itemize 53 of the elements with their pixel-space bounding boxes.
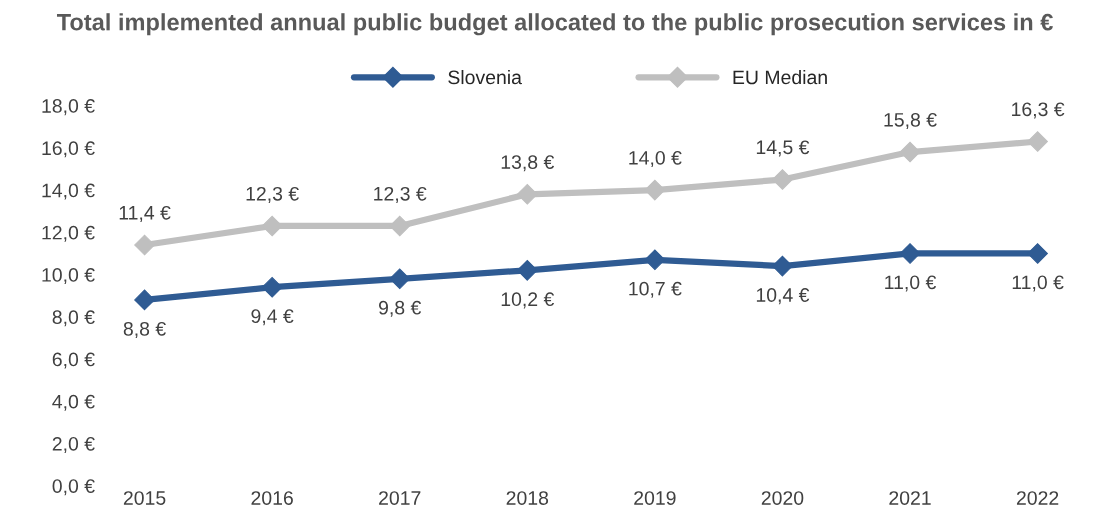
point — [261, 215, 283, 237]
data-label: 13,8 € — [501, 155, 555, 172]
data-label: 10,4 € — [756, 288, 810, 305]
data-label: 11,0 € — [885, 275, 937, 292]
y-tick-label: 0,0 € — [52, 479, 95, 496]
data-label: 14,5 € — [756, 140, 810, 157]
point — [644, 179, 666, 201]
data-label: 11,0 € — [1012, 275, 1064, 292]
data-label: 16,3 € — [1012, 102, 1065, 119]
point — [772, 255, 793, 277]
point — [899, 141, 921, 163]
data-label: 11,4 € — [119, 205, 171, 222]
data-label: 15,8 € — [884, 112, 937, 130]
y-tick-label: 8,0 € — [52, 310, 95, 327]
point — [516, 260, 538, 281]
data-label: 12,3 € — [246, 186, 299, 203]
data-label: 9,4 € — [251, 309, 294, 326]
data-label: 12,3 € — [374, 186, 427, 203]
data-label: 8,8 € — [123, 321, 166, 338]
x-tick-label: 2017 — [379, 491, 421, 505]
y-tick-label: 12,0 € — [42, 225, 95, 242]
x-tick-label: 2021 — [889, 491, 931, 505]
point — [134, 234, 155, 256]
data-label: 9,8 € — [379, 300, 422, 317]
point — [516, 183, 538, 205]
point — [644, 249, 666, 271]
data-label: 10,2 € — [501, 292, 555, 309]
y-tick-label: 14,0 € — [42, 183, 95, 200]
data-label: 14,0 € — [629, 150, 682, 168]
x-tick-label: 2018 — [506, 491, 549, 505]
point — [772, 169, 793, 190]
point — [1027, 243, 1048, 264]
y-tick-label: 10,0 € — [42, 268, 95, 285]
point — [1027, 131, 1048, 152]
x-tick-label: 2016 — [251, 491, 293, 505]
data-label: 10,7 € — [629, 281, 682, 298]
x-tick-label: 2022 — [1016, 491, 1059, 505]
point — [389, 268, 411, 290]
y-tick-label: 16,0 € — [42, 141, 95, 158]
y-tick-label: 2,0 € — [52, 436, 95, 454]
y-tick-label: 6,0 € — [52, 352, 95, 369]
point — [134, 289, 155, 311]
y-tick-label: 18,0 € — [42, 99, 95, 116]
point — [261, 276, 283, 298]
x-tick-label: 2015 — [123, 491, 166, 505]
x-tick-label: 2019 — [634, 491, 676, 505]
y-tick-label: 4,0 € — [52, 394, 95, 411]
chart-title: Total implemented annual public budget allocated to the public prosecution services in € — [56, 13, 1053, 36]
point — [899, 243, 921, 264]
legend-label: EU Median — [733, 69, 827, 85]
x-tick-label: 2020 — [761, 491, 804, 505]
legend-label: Slovenia — [448, 69, 522, 85]
point — [389, 215, 411, 237]
